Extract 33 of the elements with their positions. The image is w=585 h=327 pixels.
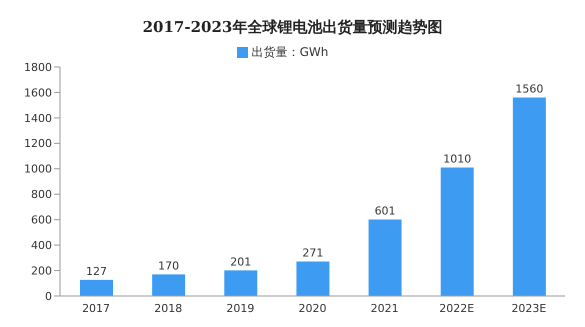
data-label: 601 [374, 204, 396, 218]
x-tick-label: 2017 [82, 302, 110, 315]
data-label: 127 [86, 264, 107, 278]
x-tick-label: 2023E [511, 302, 546, 315]
bar [224, 270, 258, 296]
bar [368, 220, 402, 296]
y-tick-label: 1200 [24, 137, 52, 150]
bar [152, 274, 186, 296]
x-tick-label: 2019 [226, 302, 254, 315]
data-label: 170 [158, 259, 180, 272]
y-tick-label: 0 [45, 290, 52, 303]
legend-label: 出货量：GWh [252, 45, 328, 59]
data-label: 201 [230, 255, 252, 268]
data-label: 271 [302, 246, 324, 260]
x-tick-label: 2021 [370, 302, 399, 315]
y-tick-label: 200 [31, 264, 52, 278]
bar [440, 168, 474, 296]
y-tick-label: 800 [31, 188, 52, 202]
data-label: 1560 [515, 82, 544, 96]
y-tick-label: 1800 [24, 60, 52, 74]
x-tick-label: 2022E [439, 302, 474, 315]
bar [512, 98, 546, 296]
y-tick-label: 600 [31, 214, 52, 227]
y-tick-label: 400 [31, 239, 52, 252]
chart-title: 2017-2023年全球锂电池出货量预测趋势图 [142, 18, 444, 38]
x-tick-label: 2018 [154, 302, 182, 315]
x-tick-label: 2020 [298, 302, 326, 315]
bar [296, 262, 330, 296]
y-tick-label: 1400 [24, 112, 52, 125]
y-tick-label: 1000 [24, 162, 52, 176]
bar [80, 280, 113, 296]
data-label: 1010 [443, 152, 472, 166]
y-tick-label: 1600 [24, 86, 52, 100]
